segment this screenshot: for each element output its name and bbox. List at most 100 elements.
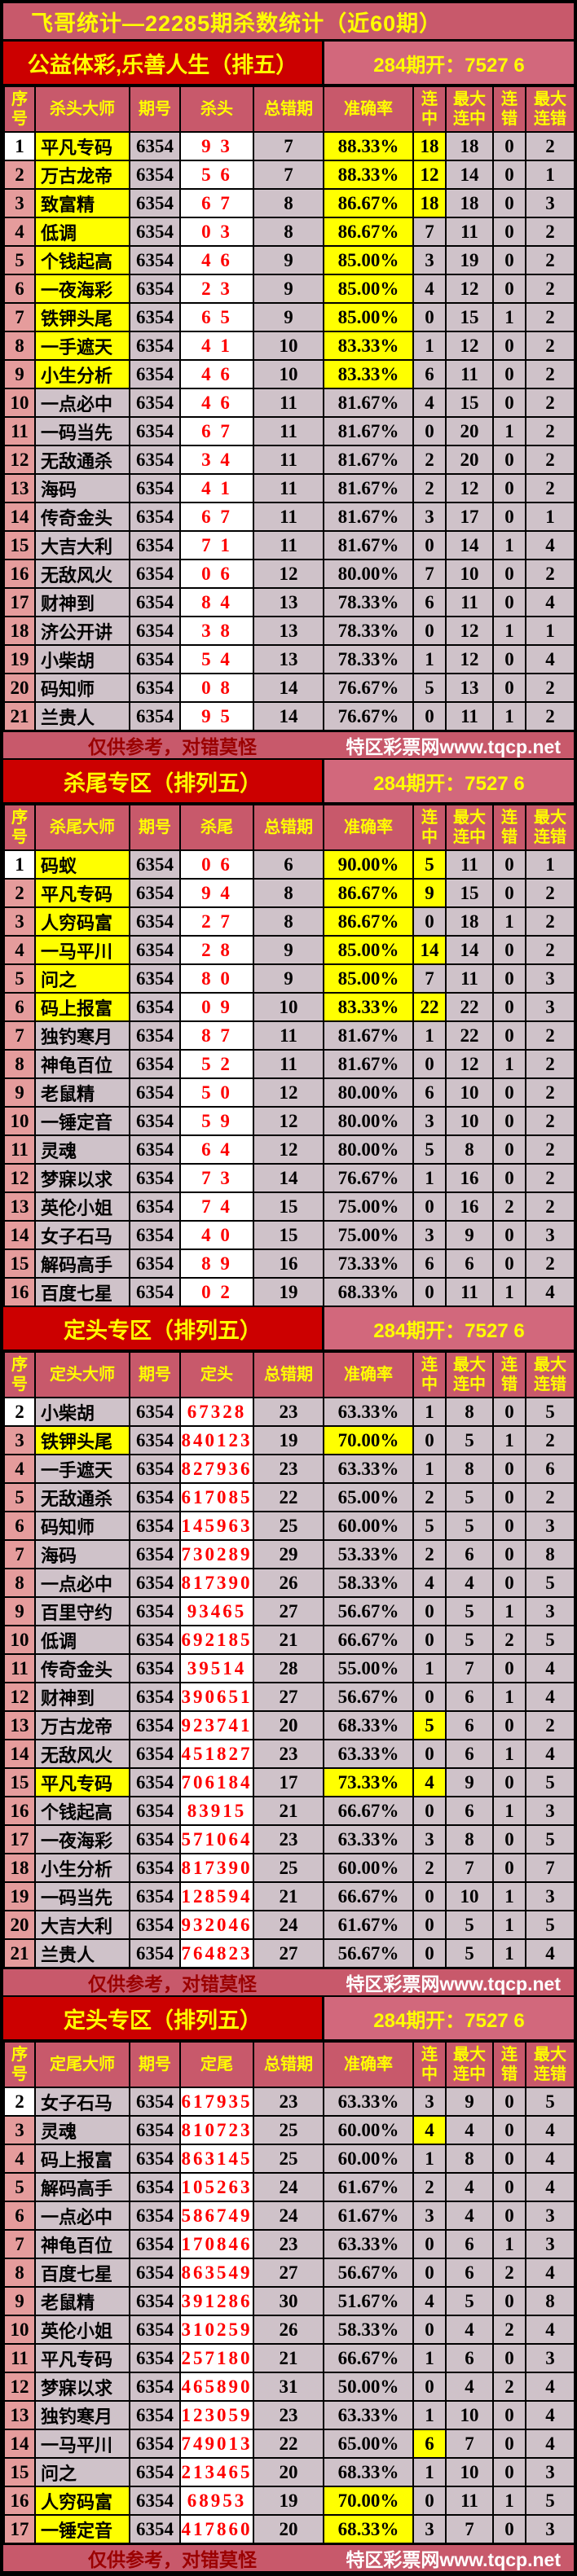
accuracy-cell: 55.00% xyxy=(323,1653,414,1683)
max-lose-streak-cell: 2 xyxy=(525,445,575,475)
max-lose-streak-cell: 5 xyxy=(525,1625,575,1655)
lose-streak-cell: 0 xyxy=(492,2400,526,2430)
win-streak-cell: 0 xyxy=(412,2315,447,2345)
miss-count-cell: 8 xyxy=(253,217,324,247)
master-name-cell: 一锤定音 xyxy=(34,2514,130,2544)
win-streak-cell: 0 xyxy=(412,2258,447,2288)
column-header: 序号 xyxy=(3,1351,36,1398)
table-row: 7 海码 6354 730289 29 53.33% 2 6 0 8 xyxy=(3,1539,575,1569)
column-header: 期号 xyxy=(129,1351,181,1398)
miss-count-cell: 25 xyxy=(253,2144,324,2174)
accuracy-cell: 85.00% xyxy=(323,245,414,275)
kill-numbers-cell: 8 9 xyxy=(179,1249,254,1279)
period-cell: 6354 xyxy=(129,878,181,908)
seq-cell: 12 xyxy=(3,2372,36,2402)
master-name-cell: 神龟百位 xyxy=(34,1049,130,1079)
win-streak-cell: 5 xyxy=(412,673,447,703)
period-cell: 6354 xyxy=(129,2457,181,2487)
table-row: 21 兰贵人 6354 9 5 14 76.67% 0 11 1 2 xyxy=(3,701,575,731)
table-row: 12 梦寐以求 6354 7 3 14 76.67% 1 16 0 2 xyxy=(3,1163,575,1193)
max-win-streak-cell: 5 xyxy=(445,1425,494,1455)
accuracy-cell: 81.67% xyxy=(323,530,414,560)
period-cell: 6354 xyxy=(129,302,181,332)
max-win-streak-cell: 20 xyxy=(445,416,494,446)
max-lose-streak-cell: 3 xyxy=(525,188,575,218)
win-streak-cell: 2 xyxy=(412,1853,447,1883)
win-streak-cell: 1 xyxy=(412,1653,447,1683)
seq-cell: 10 xyxy=(3,2315,36,2345)
seq-cell: 10 xyxy=(3,1625,36,1655)
column-header: 连中 xyxy=(412,804,447,851)
max-lose-streak-cell: 2 xyxy=(525,217,575,247)
seq-cell: 17 xyxy=(3,1824,36,1854)
accuracy-cell: 75.00% xyxy=(323,1220,414,1250)
win-streak-cell: 2 xyxy=(412,2172,447,2202)
max-lose-streak-cell: 3 xyxy=(525,2457,575,2487)
max-lose-streak-cell: 4 xyxy=(525,2115,575,2145)
seq-cell: 2 xyxy=(3,1397,36,1427)
master-name-cell: 致富精 xyxy=(34,188,130,218)
miss-count-cell: 25 xyxy=(253,2115,324,2145)
table-row: 12 财神到 6354 390651 27 56.67% 0 6 1 4 xyxy=(3,1682,575,1712)
seq-cell: 9 xyxy=(3,2286,36,2316)
column-header: 准确率 xyxy=(323,804,414,851)
accuracy-cell: 61.67% xyxy=(323,1910,414,1940)
miss-count-cell: 17 xyxy=(253,1767,324,1797)
period-cell: 6354 xyxy=(129,217,181,247)
win-streak-cell: 4 xyxy=(412,388,447,418)
draw-result: 284期开：7527 6 xyxy=(324,42,574,84)
site-watermark: 特区彩票网www.tqcp.net xyxy=(346,2549,561,2570)
seq-cell: 21 xyxy=(3,1938,36,1968)
footer-bar: 仅供参考，对错莫怪 特区彩票网www.tqcp.net xyxy=(3,2544,574,2573)
win-streak-cell: 18 xyxy=(412,188,447,218)
miss-count-cell: 9 xyxy=(253,274,324,304)
lose-streak-cell: 0 xyxy=(492,331,526,361)
miss-count-cell: 9 xyxy=(253,302,324,332)
seq-cell: 5 xyxy=(3,1482,36,1512)
table-row: 18 小生分析 6354 817390 25 60.00% 2 7 0 7 xyxy=(3,1853,575,1883)
master-name-cell: 小生分析 xyxy=(34,1853,130,1883)
seq-cell: 20 xyxy=(3,673,36,703)
seq-cell: 9 xyxy=(3,1596,36,1626)
win-streak-cell: 9 xyxy=(412,878,447,908)
site-watermark: 特区彩票网www.tqcp.net xyxy=(346,1973,561,1995)
accuracy-cell: 76.67% xyxy=(323,673,414,703)
win-streak-cell: 0 xyxy=(412,2486,447,2516)
table-row: 10 英伦小姐 6354 310259 26 58.33% 0 4 2 4 xyxy=(3,2315,575,2345)
accuracy-cell: 83.33% xyxy=(323,992,414,1022)
miss-count-cell: 23 xyxy=(253,1454,324,1484)
table-row: 11 一码当先 6354 6 7 11 81.67% 0 20 1 2 xyxy=(3,416,575,446)
accuracy-cell: 83.33% xyxy=(323,359,414,389)
win-streak-cell: 6 xyxy=(412,1249,447,1279)
lose-streak-cell: 2 xyxy=(492,1625,526,1655)
period-cell: 6354 xyxy=(129,502,181,532)
win-streak-cell: 0 xyxy=(412,701,447,731)
max-lose-streak-cell: 8 xyxy=(525,1539,575,1569)
accuracy-cell: 53.33% xyxy=(323,1539,414,1569)
seq-cell: 6 xyxy=(3,274,36,304)
column-header: 连错 xyxy=(492,1351,526,1398)
kill-numbers-cell: 0 8 xyxy=(179,673,254,703)
lose-streak-cell: 0 xyxy=(492,878,526,908)
accuracy-cell: 78.33% xyxy=(323,616,414,646)
table-row: 6 码知师 6354 145963 25 60.00% 5 5 0 3 xyxy=(3,1511,575,1541)
miss-count-cell: 6 xyxy=(253,849,324,880)
table-row: 7 神龟百位 6354 170846 23 63.33% 0 6 1 3 xyxy=(3,2229,575,2259)
max-lose-streak-cell: 2 xyxy=(525,388,575,418)
accuracy-cell: 88.33% xyxy=(323,131,414,161)
lose-streak-cell: 2 xyxy=(492,2258,526,2288)
period-cell: 6354 xyxy=(129,1824,181,1854)
miss-count-cell: 24 xyxy=(253,2172,324,2202)
kill-numbers-cell: 145963 xyxy=(179,1511,254,1541)
master-name-cell: 百里守约 xyxy=(34,1596,130,1626)
max-win-streak-cell: 6 xyxy=(445,1682,494,1712)
seq-cell: 14 xyxy=(3,1220,36,1250)
kill-numbers-cell: 706184 xyxy=(179,1767,254,1797)
kill-numbers-cell: 4 6 xyxy=(179,359,254,389)
max-win-streak-cell: 11 xyxy=(445,849,494,880)
max-lose-streak-cell: 3 xyxy=(525,963,575,994)
seq-cell: 19 xyxy=(3,644,36,674)
kill-numbers-cell: 123059 xyxy=(179,2400,254,2430)
win-streak-cell: 0 xyxy=(412,1910,447,1940)
max-lose-streak-cell: 2 xyxy=(525,131,575,161)
